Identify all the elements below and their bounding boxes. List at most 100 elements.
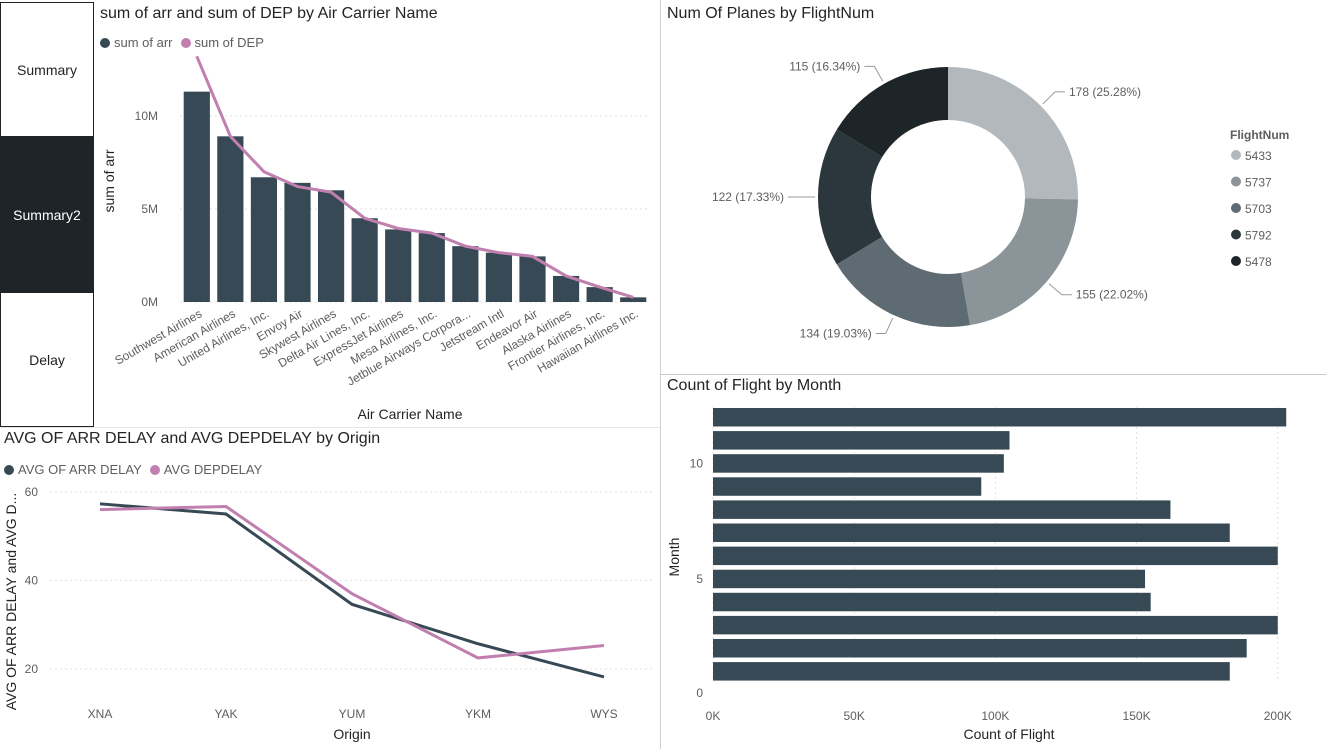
month-x-tick: 200K [1264, 709, 1292, 723]
origin-chart-title: AVG OF ARR DELAY and AVG DEPDELAY by Ori… [4, 430, 381, 447]
legend-depdelay-marker [149, 464, 160, 475]
carrier-arr-bar [284, 182, 311, 302]
origin-y-tick: 40 [25, 573, 39, 587]
origin-chart-panel: AVG OF ARR DELAY and AVG DEPDELAY by Ori… [0, 428, 660, 749]
carrier-y-tick: 0M [141, 295, 158, 309]
flightnum-chart-panel: Num Of Planes by FlightNum 178 (25.28%) 1… [661, 0, 1326, 374]
legend-dep-marker [180, 37, 191, 48]
carrier-dep-line [195, 55, 634, 299]
donut-slice [960, 198, 1078, 326]
origin-x-tick: YKM [465, 707, 491, 721]
origin-x-axis-title: Origin [333, 726, 370, 742]
month-y-tick: 0 [696, 686, 703, 700]
carrier-arr-bar [385, 229, 412, 302]
donut-slice [948, 67, 1078, 200]
nav-button-summary2[interactable]: Summary2 [0, 137, 94, 292]
carrier-chart-title: sum of arr and sum of DEP by Air Carrier… [100, 5, 438, 22]
flightnum-chart-title: Num Of Planes by FlightNum [667, 5, 875, 22]
donut-leader-line [1042, 91, 1066, 105]
donut-legend-label: 5792 [1245, 229, 1272, 243]
carrier-arr-bar [418, 233, 445, 302]
donut-legend-marker [1231, 203, 1241, 213]
carrier-arr-bar [485, 252, 513, 302]
donut-slice [818, 129, 883, 265]
nav-button-delay[interactable]: Delay [0, 292, 94, 427]
nav-button-summary[interactable]: Summary [0, 2, 94, 137]
panel-divider-horizontal [660, 374, 1326, 375]
month-chart-panel: Count of Flight by Month 0K 50K 100K 150K 20… [661, 375, 1326, 749]
nav-summary-label: Summary [17, 61, 77, 78]
donut-slice [836, 67, 948, 158]
month-bar [713, 662, 1230, 681]
month-bar [713, 592, 1151, 612]
legend-arr-label: sum of arr [114, 35, 173, 50]
carrier-arr-bar [183, 91, 210, 303]
month-y-axis-title: Month [666, 538, 682, 577]
month-bar [713, 408, 1287, 427]
donut-leader-line [875, 317, 894, 334]
donut-legend-marker [1231, 150, 1241, 160]
carrier-arr-bar [620, 297, 647, 302]
origin-depdelay-line [99, 504, 605, 660]
donut-data-label: 115 (16.34%) [789, 59, 860, 73]
origin-x-tick: YAK [214, 707, 237, 721]
month-x-tick: 0K [706, 709, 721, 723]
legend-depdelay-label: AVG DEPDELAY [163, 462, 263, 477]
month-x-axis-title: Count of Flight [963, 726, 1054, 742]
origin-x-tick: WYS [590, 707, 617, 721]
donut-legend-title: FlightNum [1230, 128, 1289, 142]
month-bar [713, 546, 1278, 566]
origin-y-tick: 60 [25, 485, 39, 499]
carrier-arr-bar [452, 246, 479, 302]
donut-legend-marker [1231, 176, 1241, 187]
legend-arr-delay-label: AVG OF ARR DELAY [18, 462, 142, 477]
donut-legend-label: 5478 [1245, 255, 1272, 269]
donut-legend-label: 5737 [1245, 176, 1272, 190]
month-x-tick: 150K [1123, 709, 1151, 723]
legend-arr-marker [100, 37, 110, 48]
month-chart-title: Count of Flight by Month [667, 377, 842, 394]
month-x-tick: 50K [844, 709, 865, 723]
month-bar [713, 454, 1004, 473]
donut-legend-marker [1231, 256, 1241, 266]
donut-data-label: 134 (19.03%) [800, 326, 872, 340]
month-bar-chart: 0K 50K 100K 150K 200K 10 5 0 Month Count of Fligh… [666, 407, 1292, 742]
panel-divider-left [0, 427, 660, 428]
donut-legend-label: 5433 [1245, 149, 1272, 163]
carrier-arr-bar [317, 190, 345, 302]
month-bar [713, 615, 1278, 635]
carrier-chart-legend: sum of arr sum of DEP [100, 35, 264, 50]
carrier-arr-bar [351, 218, 378, 302]
carrier-y-axis-title: sum of arr [101, 149, 117, 212]
carrier-y-tick: 5M [141, 202, 158, 216]
carrier-arr-bar [250, 177, 278, 302]
flightnum-donut-chart: 178 (25.28%) 155 (22.02%) 134 (19.03%) 122 … [712, 59, 1289, 340]
carrier-arr-bar [217, 136, 244, 302]
donut-leader-line [1048, 283, 1072, 296]
carrier-arr-bar [586, 287, 613, 302]
nav-delay-label: Delay [29, 351, 65, 368]
carrier-x-axis-title: Air Carrier Name [357, 406, 462, 422]
origin-x-tick: XNA [88, 707, 113, 721]
origin-y-axis-title: AVG OF ARR DELAY and AVG D... [3, 493, 19, 711]
legend-dep-label: sum of DEP [194, 35, 264, 50]
donut-legend-label: 5703 [1245, 202, 1272, 216]
donut-data-label: 155 (22.02%) [1076, 288, 1148, 302]
month-bar [713, 500, 1171, 519]
month-bar [713, 431, 1010, 450]
carrier-arr-bar [519, 256, 546, 302]
donut-data-label: 122 (17.33%) [712, 190, 784, 204]
month-bar [713, 477, 982, 496]
month-bar [713, 523, 1230, 542]
donut-leader-line [864, 65, 884, 82]
origin-line-chart: 20 40 60 XNA YAK YUM YKM WYS AVG OF ARR DELAY an… [3, 485, 652, 742]
donut-slice [836, 236, 970, 328]
donut-data-label: 178 (25.28%) [1069, 85, 1141, 99]
month-bar [713, 639, 1247, 658]
month-x-tick: 100K [981, 709, 1009, 723]
month-y-tick: 5 [696, 572, 703, 586]
carrier-chart-panel: sum of arr and sum of DEP by Air Carrier… [94, 0, 660, 427]
donut-legend-marker [1231, 229, 1241, 240]
origin-x-tick: YUM [339, 707, 366, 721]
